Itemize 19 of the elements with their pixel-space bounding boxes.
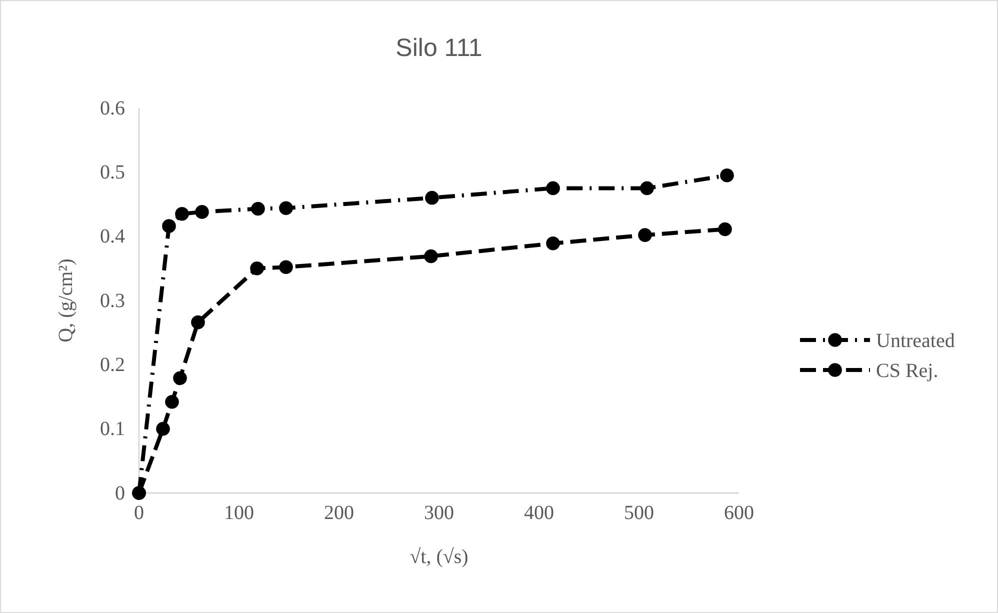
x-tick-label: 500 — [624, 502, 654, 524]
y-tick-label: 0.5 — [100, 162, 125, 184]
legend-label: CS Rej. — [876, 360, 938, 382]
chart-title: Silo 111 — [396, 34, 482, 62]
x-tick-label: 600 — [724, 502, 754, 524]
y-tick-label: 0.1 — [100, 418, 125, 440]
x-tick-label: 0 — [134, 502, 144, 524]
x-tick-label: 300 — [424, 502, 454, 524]
x-tick-label: 400 — [524, 502, 554, 524]
legend-label: Untreated — [876, 330, 955, 352]
x-tick-label: 200 — [324, 502, 354, 524]
y-axis-title: Q, (g/cm²) — [55, 258, 77, 342]
y-tick-label: 0.4 — [100, 226, 125, 248]
y-tick-label: 0.2 — [100, 354, 125, 376]
y-tick-label: 0 — [115, 482, 125, 504]
y-tick-label: 0.6 — [100, 97, 125, 120]
x-axis-title: √t, (√s) — [410, 546, 468, 568]
x-tick-label: 100 — [224, 502, 254, 524]
y-tick-label: 0.3 — [100, 290, 125, 312]
